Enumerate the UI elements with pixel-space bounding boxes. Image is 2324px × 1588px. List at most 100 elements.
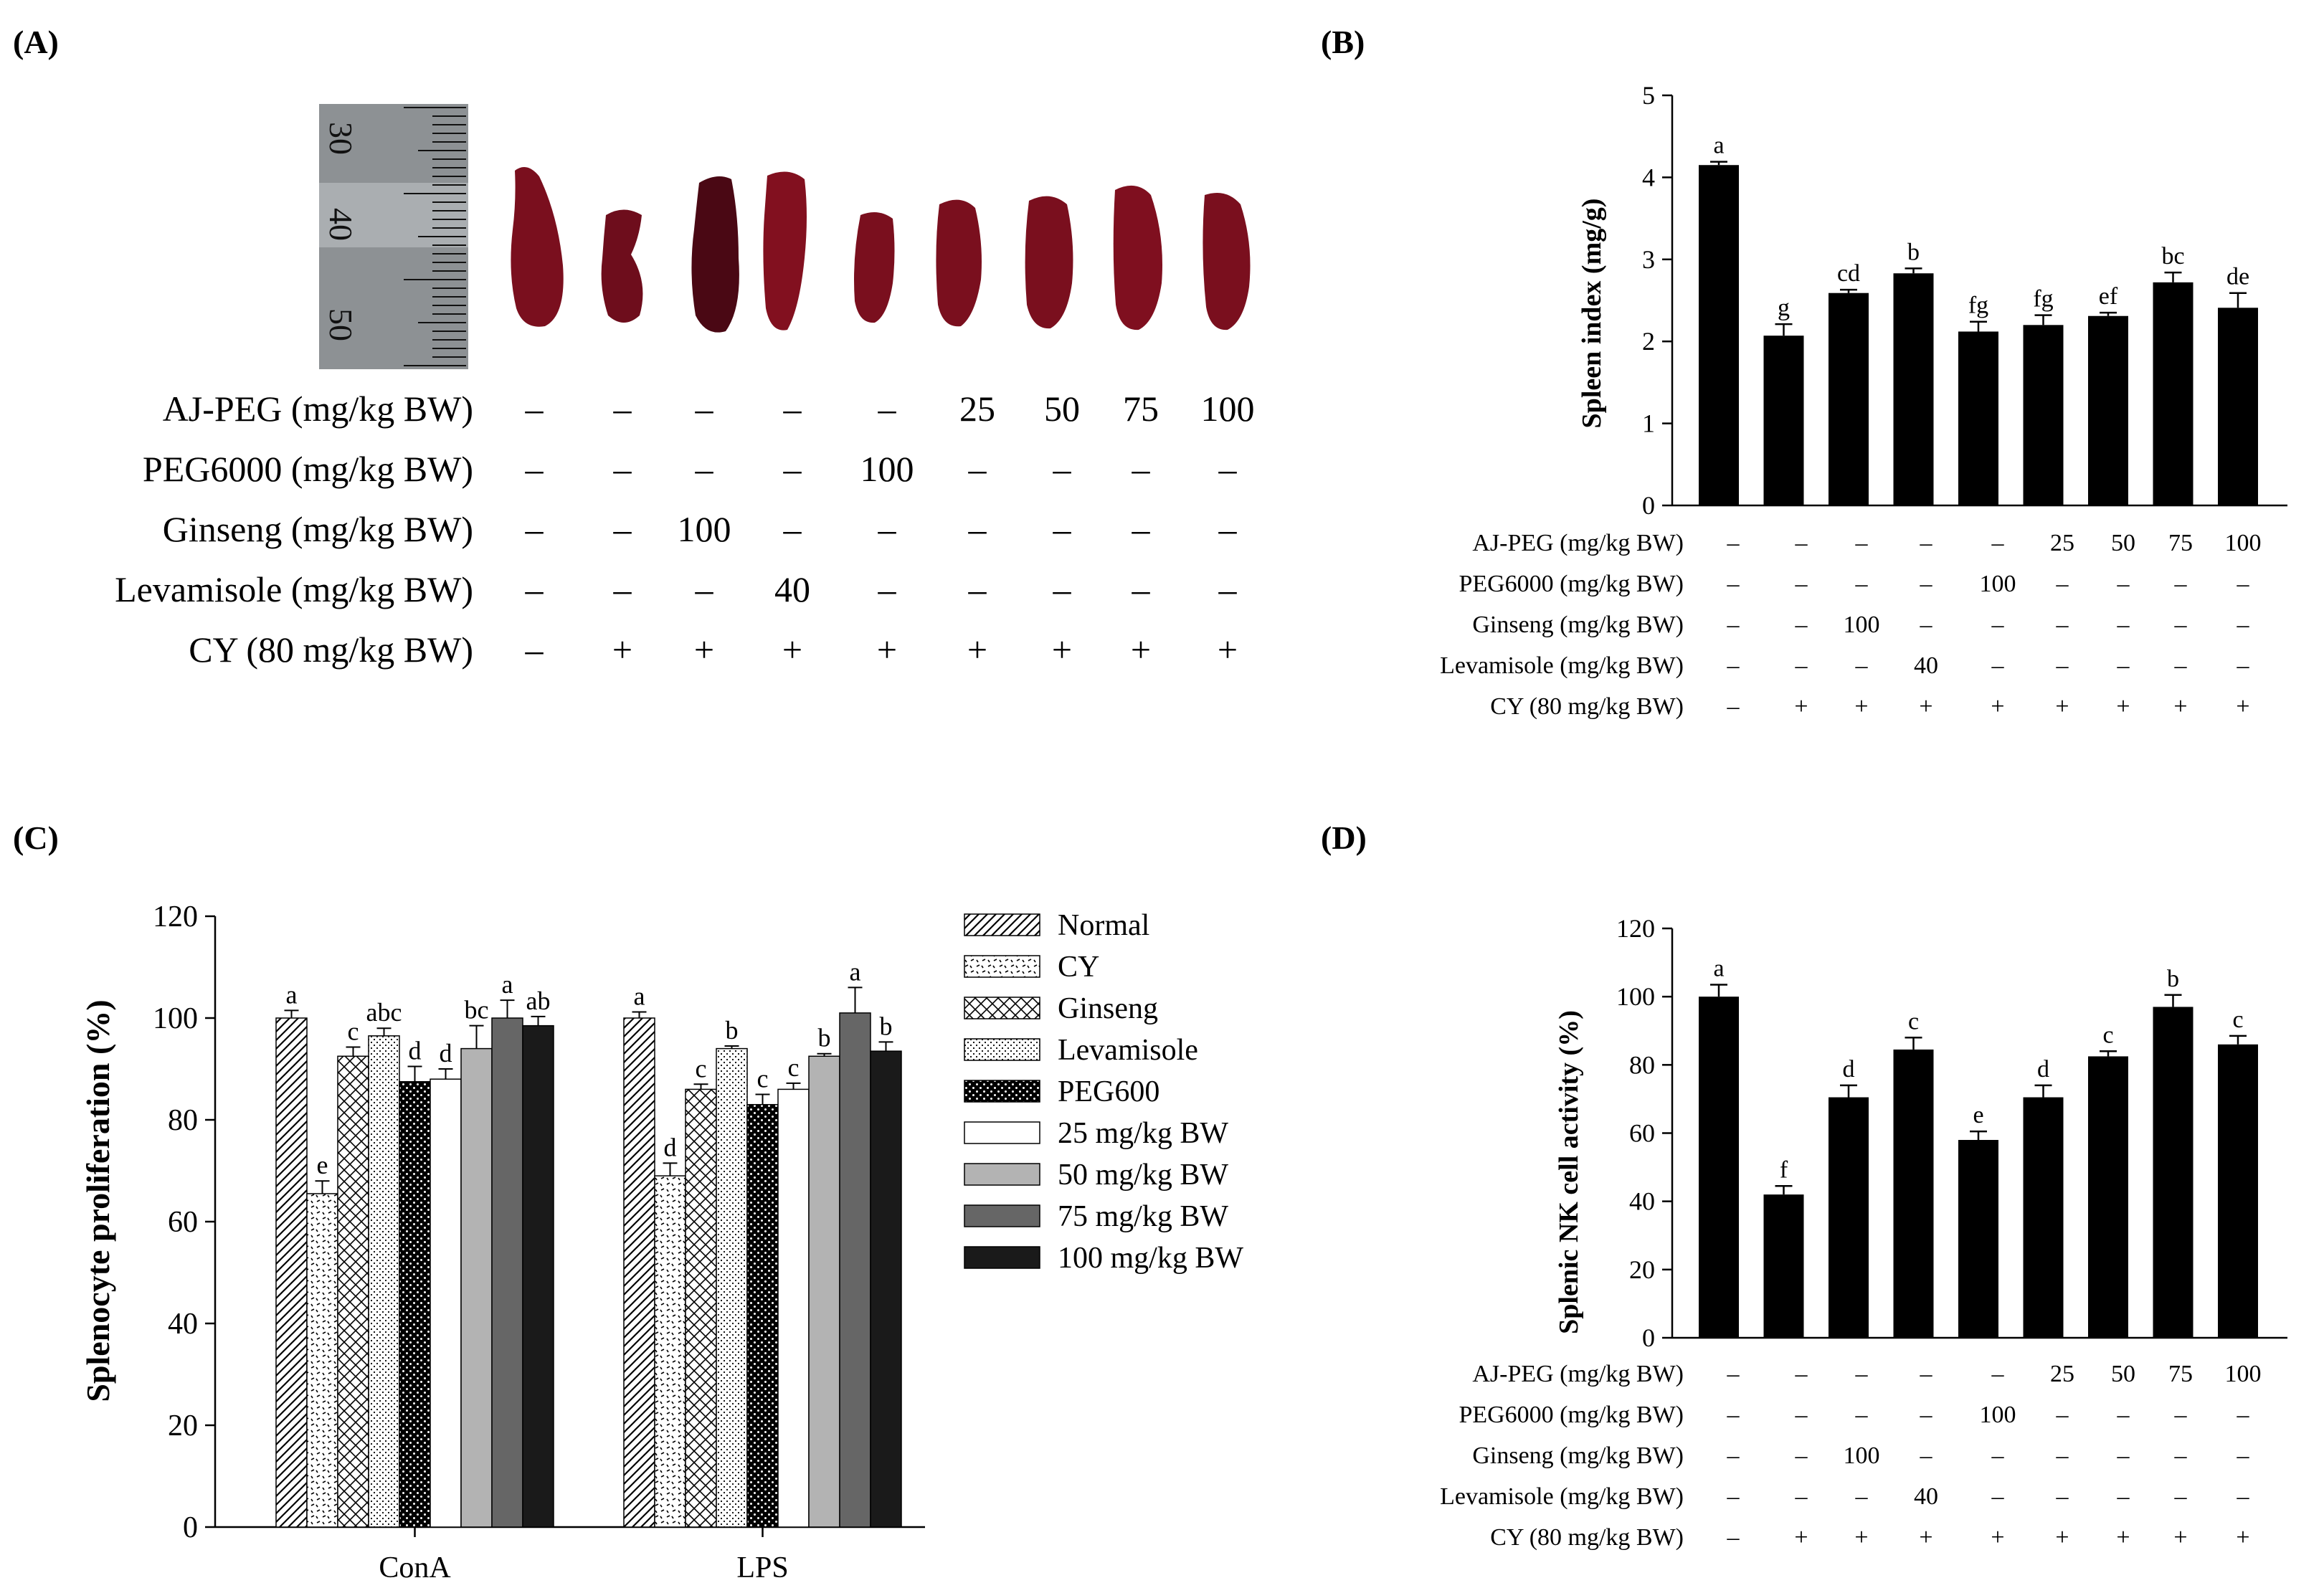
table-b-cell: –	[1855, 571, 1869, 597]
legend-label: CY	[1058, 951, 1099, 984]
chart-c-bar	[654, 1175, 686, 1528]
table-b-cell: 25	[2050, 530, 2074, 556]
legend-swatch	[964, 955, 1040, 978]
table-d-cell: +	[1794, 1524, 1808, 1551]
chart-c-bar	[839, 1012, 871, 1528]
legend-label: Normal	[1058, 909, 1149, 942]
table-d-cell: 100	[2225, 1361, 2262, 1387]
chart-d-y-tick-label: 120	[1616, 914, 1655, 943]
chart-b-y-tick-label: 2	[1642, 327, 1655, 356]
table-d-cell: 25	[2050, 1361, 2074, 1387]
table-d-cell: –	[2237, 1483, 2250, 1510]
table-d-cell: 50	[2111, 1361, 2135, 1387]
chart-c-bar	[430, 1078, 462, 1528]
table-b-row-label: Ginseng (mg/kg BW)	[1472, 612, 1684, 638]
table-b-row-label: CY (80 mg/kg BW)	[1490, 693, 1684, 720]
table-d-cell: –	[1991, 1361, 2005, 1387]
table-a-cell: +	[1218, 629, 1238, 670]
chart-c-bar	[306, 1193, 338, 1528]
table-d-cell: 100	[1980, 1402, 2016, 1428]
chart-c-bar	[746, 1103, 779, 1528]
table-a-cell: –	[525, 449, 544, 489]
chart-c-bar	[368, 1035, 400, 1528]
legend-swatch	[964, 913, 1040, 936]
table-a-row-label: Levamisole (mg/kg BW)	[115, 569, 473, 609]
table-a-cell: –	[1053, 509, 1072, 549]
table-b-cell: –	[1795, 571, 1808, 597]
table-b-cell: –	[1920, 612, 1933, 638]
table-a-cell: –	[525, 509, 544, 549]
legend-label: PEG600	[1058, 1075, 1159, 1108]
table-b-cell: –	[2174, 612, 2188, 638]
chart-d-y-tick-label: 60	[1629, 1119, 1655, 1148]
table-b-cell: –	[1991, 652, 2005, 679]
chart-c-sig-letter: abc	[366, 998, 402, 1027]
spleen-5	[854, 212, 895, 323]
chart-b-bar	[2088, 315, 2128, 505]
table-b-cell: –	[2056, 571, 2069, 597]
chart-c-sig-letter: a	[502, 970, 513, 999]
legend-swatch	[964, 1246, 1040, 1269]
chart-b-bar	[2023, 325, 2064, 505]
chart-c-bar	[522, 1024, 554, 1528]
table-d-cell: –	[1727, 1402, 1740, 1428]
chart-b-bar	[1893, 273, 1934, 505]
y-axis-title-b: Spleen index (mg/g)	[1577, 199, 1607, 429]
table-a-cell: –	[783, 389, 802, 429]
table-d-cell: –	[1727, 1524, 1740, 1551]
table-b-cell: +	[2116, 693, 2130, 720]
chart-c-sig-letter: b	[726, 1016, 739, 1045]
chart-d-y-tick-label: 80	[1629, 1050, 1655, 1079]
table-d-cell: –	[2237, 1402, 2250, 1428]
table-a-row-label: PEG6000 (mg/kg BW)	[143, 449, 473, 489]
chart-b-bar	[1958, 331, 1998, 505]
table-d-cell: –	[1991, 1442, 2005, 1469]
chart-c-x-tick-label: LPS	[736, 1551, 788, 1584]
table-b-cell: –	[2117, 612, 2130, 638]
chart-d-bar	[2218, 1044, 2258, 1338]
table-b-cell: 100	[1844, 612, 1880, 638]
panel-d: (D) Splenic NK cell activity (%) 0 20 40 60…	[1321, 819, 2287, 1551]
chart-c-y-tick-label: 0	[183, 1511, 198, 1544]
table-b-cell: –	[1920, 530, 1933, 556]
table-b-cell: –	[1727, 652, 1740, 679]
table-d-cell: –	[1727, 1442, 1740, 1469]
panel-a: (A) 30 40 50 AJ-PEG (mg/kg BW) – – – – – 25 50 7…	[13, 24, 1255, 670]
table-a-cell: –	[525, 569, 544, 609]
chart-b-sig-letter: fg	[2033, 286, 2053, 313]
legend-swatch	[964, 1080, 1040, 1103]
chart-c-bar	[491, 1017, 523, 1528]
table-d-cell: +	[1919, 1524, 1932, 1551]
chart-c-y-tick-label: 40	[168, 1308, 198, 1341]
table-a-cell: –	[613, 389, 632, 429]
table-a-cell: 25	[959, 389, 995, 429]
table-a-cell: +	[967, 629, 987, 670]
chart-b-y-tick-label: 3	[1642, 245, 1655, 274]
chart-b-y-tick-label: 1	[1642, 409, 1655, 438]
chart-c-sig-letter: a	[850, 957, 861, 986]
table-a-row-label: Ginseng (mg/kg BW)	[163, 509, 473, 549]
legend-c: Normal CY Ginseng Levamisole PEG600 25 mg/kg …	[964, 909, 1243, 1275]
chart-d-bar	[1699, 997, 1739, 1338]
table-a-cell: +	[877, 629, 897, 670]
chart-d-sig-letter: c	[2102, 1022, 2113, 1048]
table-d-cell: –	[2174, 1442, 2188, 1469]
table-d-cell: +	[2116, 1524, 2130, 1551]
table-b-cell: –	[1855, 530, 1869, 556]
table-b-row-label: PEG6000 (mg/kg BW)	[1459, 571, 1684, 597]
table-a-cell: +	[1131, 629, 1151, 670]
chart-b-y-tick-label: 5	[1642, 81, 1655, 110]
chart-c-bar	[399, 1081, 431, 1528]
legend-label: Ginseng	[1058, 992, 1158, 1025]
chart-b-sig-letter: g	[1778, 295, 1790, 321]
spleen-photos	[511, 167, 1251, 333]
chart-b-bar	[1763, 336, 1804, 505]
table-d-cell: –	[1727, 1483, 1740, 1510]
table-b-cell: –	[2117, 571, 2130, 597]
spleen-9	[1203, 192, 1251, 331]
table-b-cell: 100	[1980, 571, 2016, 597]
table-b-cell: +	[1794, 693, 1808, 720]
chart-b-y-tick-label: 4	[1642, 163, 1655, 191]
